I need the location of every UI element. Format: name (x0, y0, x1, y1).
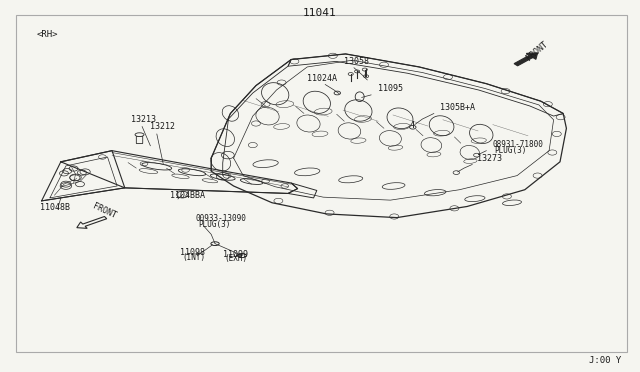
Circle shape (355, 70, 360, 73)
Text: 1104BBA: 1104BBA (170, 191, 205, 200)
Circle shape (410, 125, 416, 129)
Ellipse shape (135, 133, 144, 137)
Text: FRONT: FRONT (525, 39, 550, 62)
Text: 13273: 13273 (477, 154, 502, 163)
Text: 08931-71800: 08931-71800 (493, 140, 543, 149)
Circle shape (364, 75, 369, 78)
Text: (EXH): (EXH) (225, 254, 248, 263)
Text: 1305B+A: 1305B+A (440, 103, 476, 112)
Text: 00933-13090: 00933-13090 (195, 214, 246, 223)
Circle shape (453, 171, 460, 174)
Text: PLUG(3): PLUG(3) (198, 220, 231, 229)
Text: 11024A: 11024A (307, 74, 337, 83)
Text: (INT): (INT) (182, 253, 205, 262)
Text: 11095: 11095 (378, 84, 403, 93)
FancyArrow shape (77, 217, 107, 228)
Text: PLUG(3): PLUG(3) (495, 146, 527, 155)
FancyArrow shape (514, 53, 538, 66)
Text: FRONT: FRONT (92, 202, 118, 220)
FancyBboxPatch shape (136, 136, 143, 144)
Text: 11041: 11041 (303, 8, 337, 18)
Text: 13058: 13058 (344, 57, 369, 66)
Text: <RH>: <RH> (37, 30, 59, 39)
Text: J:00 Y: J:00 Y (589, 356, 621, 365)
Circle shape (474, 153, 480, 157)
Text: 11099: 11099 (223, 250, 248, 259)
Text: 13212: 13212 (150, 122, 175, 131)
Text: 13213: 13213 (131, 115, 156, 124)
Circle shape (362, 68, 367, 71)
Text: 11048B: 11048B (40, 203, 70, 212)
Circle shape (348, 73, 353, 76)
Text: 11098: 11098 (180, 248, 205, 257)
